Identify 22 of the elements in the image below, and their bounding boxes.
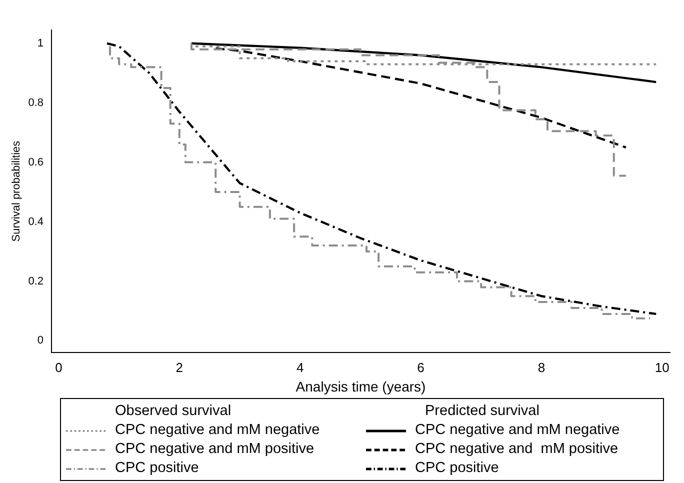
y-axis-title: Survival probabilities (10, 140, 23, 242)
y-tick-label: 0 (37, 334, 44, 347)
x-tick-label: 6 (417, 360, 424, 375)
x-tick-label: 2 (176, 360, 184, 375)
legend-label: CPC negative and mM negative (115, 421, 320, 440)
y-tick-label: 0.8 (28, 96, 44, 109)
y-tick-label: 1 (37, 37, 44, 50)
x-tick-label: 8 (538, 360, 546, 375)
text: Predicted survival (424, 402, 540, 421)
x-tick-label: 0 (55, 360, 62, 375)
legend-label: CPC positive (115, 459, 199, 478)
y-tick-label: 0.6 (28, 156, 44, 168)
text: Observed survival (114, 402, 232, 421)
legend-label: CPC positive (415, 459, 499, 478)
legend-label: CPC negative and mM positive (115, 440, 314, 459)
legend-label: CPC negative and mM negative (415, 421, 620, 440)
x-axis-title: Analysis time (years) (296, 378, 426, 394)
y-tick-label: 0.2 (28, 275, 44, 288)
x-tick-label: 4 (296, 360, 304, 375)
y-tick-label: 0.4 (28, 216, 44, 228)
x-tick-label: 10 (654, 360, 670, 375)
legend-label: CPC negative and mM positive (415, 440, 618, 459)
